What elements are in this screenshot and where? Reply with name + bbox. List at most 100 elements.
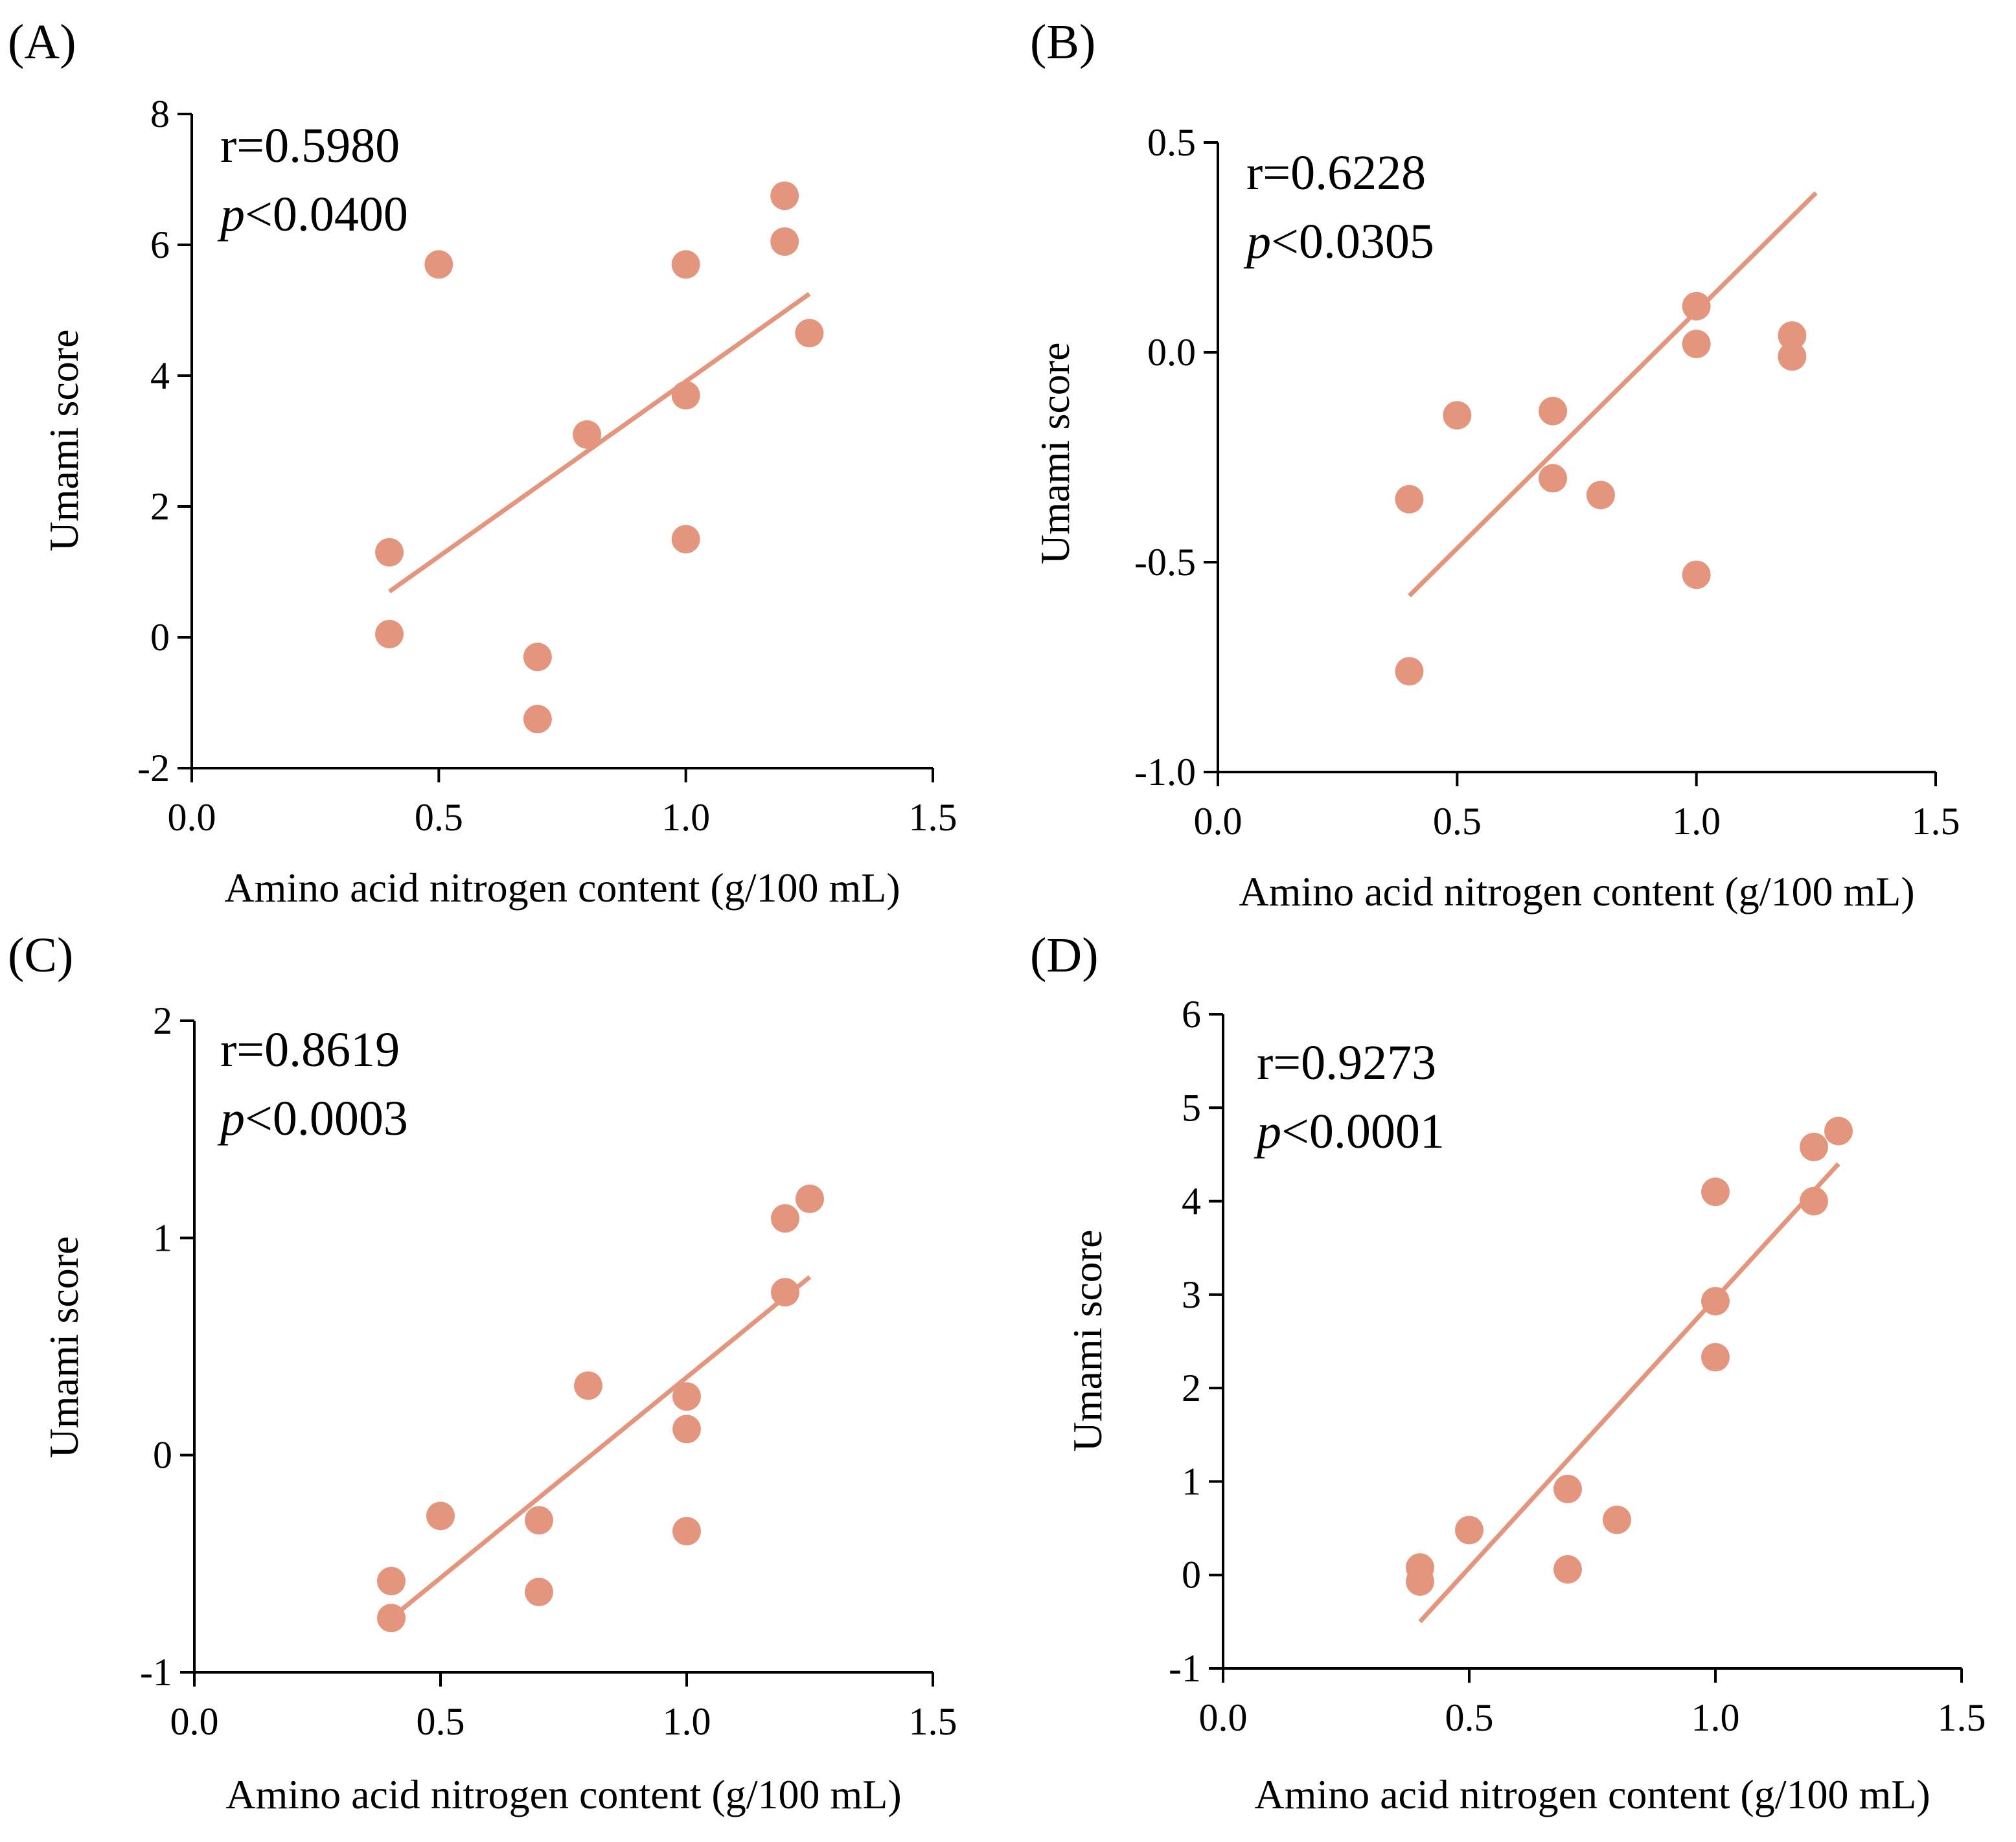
data-point <box>1701 1177 1730 1207</box>
p-value-text: <0.0400 <box>245 187 408 242</box>
regression-line <box>1408 191 1818 598</box>
x-axis-title: Amino acid nitrogen content (g/100 mL) <box>1254 1771 1930 1817</box>
data-point <box>671 525 700 554</box>
data-point <box>796 1184 824 1213</box>
panel-c: (C) 0.0 0.5 1.0 1.5 -1 0 1 2 Amino acid nitrogen … <box>8 928 957 1817</box>
data-point <box>1395 484 1424 514</box>
panel-label: (D) <box>1030 928 1099 983</box>
y-tick-label: 8 <box>150 93 170 135</box>
y-tick-label: 5 <box>1182 1086 1201 1129</box>
x-axis-title: Amino acid nitrogen content (g/100 mL) <box>1239 869 1914 915</box>
y-axis-title: Umami score <box>1032 343 1078 565</box>
data-point <box>1553 1555 1582 1584</box>
y-tick-label: 4 <box>1182 1180 1201 1223</box>
data-point <box>1395 657 1424 686</box>
p-value: p<0.0305 <box>1243 214 1434 269</box>
p-value: p<0.0400 <box>217 187 408 242</box>
y-tick-label: 1 <box>1182 1460 1201 1503</box>
y-tick-label: 2 <box>150 485 170 528</box>
x-tick-label: 0.5 <box>1433 800 1482 843</box>
y-tick-label: 4 <box>150 354 170 397</box>
regression-line <box>388 291 811 594</box>
data-point <box>1539 464 1568 493</box>
data-point <box>1682 560 1711 589</box>
data-point <box>1682 291 1711 321</box>
data-point <box>770 181 799 210</box>
data-point <box>1701 1343 1730 1372</box>
y-axis-title: Umami score <box>41 330 87 552</box>
x-tick-label: 0.0 <box>170 1700 219 1743</box>
y-tick-label: -1.0 <box>1134 751 1196 793</box>
data-point <box>1539 396 1568 426</box>
x-tick-label: 0.0 <box>1199 1696 1248 1739</box>
x-tick-label: 0.0 <box>168 796 216 839</box>
y-axis-title: Umami score <box>1064 1230 1110 1452</box>
x-tick-label: 1.0 <box>663 1700 711 1743</box>
data-point <box>671 250 700 279</box>
x-axis-title: Amino acid nitrogen content (g/100 mL) <box>225 1771 901 1817</box>
x-tick-label: 0.5 <box>415 796 463 839</box>
y-tick-label: 1 <box>153 1216 172 1259</box>
data-point <box>1701 1286 1730 1315</box>
y-tick-label: 0 <box>1182 1554 1201 1597</box>
data-point <box>377 1567 406 1596</box>
data-point <box>1603 1505 1631 1534</box>
p-value: p<0.0001 <box>1254 1104 1445 1159</box>
y-tick-label: 6 <box>1182 993 1201 1036</box>
data-point <box>523 642 552 672</box>
p-value-text: <0.0003 <box>245 1091 408 1146</box>
x-tick-label: 1.0 <box>1672 800 1721 843</box>
y-tick-label: -2 <box>137 747 170 790</box>
y-tick-label: 6 <box>150 223 170 266</box>
panel-a: (A) 0.0 0.5 1.0 1.5 -2 0 2 4 6 8 Amino acid nitroge… <box>8 15 957 911</box>
y-tick-label: -1 <box>140 1651 172 1694</box>
x-tick-label: 1.5 <box>909 1700 957 1743</box>
x-tick-label: 1.5 <box>909 796 957 839</box>
y-tick-label: -0.5 <box>1134 541 1196 584</box>
data-point <box>672 1415 701 1444</box>
data-point <box>795 319 824 348</box>
x-tick-label: 0.5 <box>417 1700 465 1743</box>
data-point <box>426 1501 455 1530</box>
data-point <box>1443 401 1472 430</box>
panel-label: (C) <box>8 928 73 983</box>
data-point <box>1800 1132 1828 1161</box>
x-tick-label: 0.5 <box>1445 1696 1494 1739</box>
panel-label: (B) <box>1030 15 1095 69</box>
data-point <box>1406 1567 1434 1596</box>
y-tick-label: 2 <box>1182 1367 1201 1409</box>
p-value-text: <0.0001 <box>1281 1104 1445 1159</box>
data-point <box>671 381 700 410</box>
regression-line <box>1418 1162 1840 1624</box>
x-axis-title: Amino acid nitrogen content (g/100 mL) <box>224 865 900 911</box>
data-point <box>1778 321 1807 350</box>
data-point <box>672 1517 701 1546</box>
data-point <box>1778 342 1807 371</box>
x-tick-label: 1.5 <box>1938 1696 1986 1739</box>
p-symbol: p <box>217 1091 245 1146</box>
y-tick-label: 0 <box>153 1434 172 1477</box>
data-point <box>574 1371 602 1400</box>
x-tick-label: 1.5 <box>1912 800 1960 843</box>
data-point <box>523 705 552 734</box>
p-symbol: p <box>1254 1104 1281 1159</box>
x-tick-label: 1.0 <box>1691 1696 1740 1739</box>
data-point <box>672 1382 701 1411</box>
p-symbol: p <box>217 187 245 242</box>
y-tick-label: 0 <box>150 616 170 659</box>
panel-d: (D) 0.0 0.5 1.0 1.5 -1 0 1 2 3 4 5 6 Amino acid nitro… <box>1030 928 1986 1817</box>
x-tick-label: 0.0 <box>1194 800 1243 843</box>
data-point <box>771 1278 799 1307</box>
correlation-r: r=0.6228 <box>1246 146 1426 200</box>
data-point <box>771 1204 799 1233</box>
y-axis-title: Umami score <box>41 1236 87 1459</box>
data-point <box>1824 1117 1853 1146</box>
y-tick-label: 0.5 <box>1147 121 1196 164</box>
data-point <box>1800 1187 1828 1216</box>
p-value-text: <0.0305 <box>1271 214 1434 269</box>
correlation-r: r=0.9273 <box>1257 1036 1436 1090</box>
y-tick-label: 3 <box>1182 1273 1201 1316</box>
panel-b: (B) 0.0 0.5 1.0 1.5 -1.0 -0.5 0.0 0.5 Amino acid … <box>1030 15 1960 915</box>
data-point <box>424 250 453 279</box>
